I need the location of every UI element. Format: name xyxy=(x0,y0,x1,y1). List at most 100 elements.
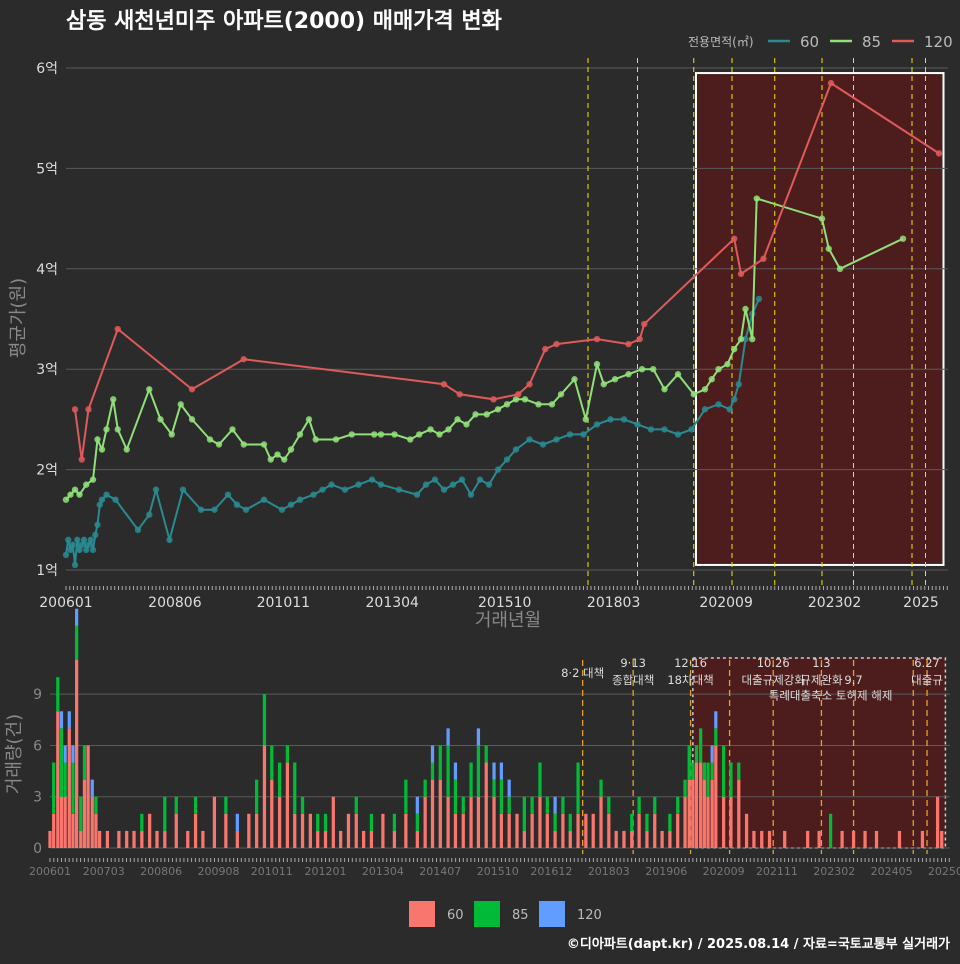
price-x-tick-label: 200806 xyxy=(148,595,202,611)
volume-bar-60 xyxy=(653,813,657,848)
price-panel: 1억 2억 3억 4억 5억 6억 200601 200806 201011 201304 2015… xyxy=(36,58,948,611)
volume-bar-85 xyxy=(545,796,549,814)
volume-x-tick-label: 201612 xyxy=(530,865,572,878)
volume-bar-85 xyxy=(285,745,290,763)
volume-bar-85 xyxy=(668,813,672,831)
policy-annotation: 9·13 xyxy=(620,656,646,670)
price-y-tick-label: 3억 xyxy=(36,362,58,378)
volume-bar-85 xyxy=(691,762,695,780)
price-point-120 xyxy=(440,381,448,388)
price-point-60 xyxy=(395,486,403,493)
price-point-60 xyxy=(67,546,74,554)
price-point-60 xyxy=(566,431,574,438)
volume-bar-85 xyxy=(687,745,691,780)
volume-bar-60 xyxy=(423,796,427,848)
volume-bar-85 xyxy=(461,796,465,814)
volume-bar-60 xyxy=(687,779,691,848)
volume-bar-85 xyxy=(676,796,680,814)
volume-bar-60 xyxy=(186,830,190,848)
price-point-120 xyxy=(114,325,121,333)
volume-bar-85 xyxy=(277,762,282,797)
volume-bar-60 xyxy=(262,745,267,848)
price-point-85 xyxy=(731,345,738,353)
volume-x-tick-label: 201803 xyxy=(588,865,630,878)
price-point-60 xyxy=(476,476,484,483)
volume-bar-85 xyxy=(737,762,741,780)
policy-annotation: 12·16 xyxy=(674,656,707,670)
price-point-60 xyxy=(647,426,655,433)
price-y-tick-label: 5억 xyxy=(36,161,58,177)
price-point-85 xyxy=(582,416,589,423)
price-point-85 xyxy=(521,396,529,403)
volume-bar-85 xyxy=(52,762,56,814)
price-point-60 xyxy=(539,441,547,448)
policy-annotation: 규제완화 xyxy=(800,673,843,687)
volume-bar-85 xyxy=(404,779,408,814)
volume-legend-swatch-85 xyxy=(474,901,500,927)
price-point-85 xyxy=(483,411,490,418)
volume-bar-120 xyxy=(499,762,504,780)
legend-label-120: 120 xyxy=(924,33,953,51)
volume-bar-60 xyxy=(710,779,714,848)
volume-bar-60 xyxy=(381,813,385,848)
volume-y-tick-label: 3 xyxy=(33,790,42,806)
volume-legend-swatch-120 xyxy=(539,901,565,927)
price-point-85 xyxy=(737,335,745,343)
volume-bar-60 xyxy=(576,813,580,848)
price-point-85 xyxy=(146,386,153,393)
price-point-85 xyxy=(512,396,520,403)
volume-bar-60 xyxy=(694,762,699,848)
volume-bar-60 xyxy=(935,796,940,848)
price-point-60 xyxy=(674,431,682,438)
volume-bar-60 xyxy=(97,830,102,848)
volume-bar-60 xyxy=(148,813,152,848)
policy-annotation: 18차대책 xyxy=(667,673,713,687)
volume-legend-label-60: 60 xyxy=(447,908,464,923)
volume-bar-60 xyxy=(438,779,442,848)
volume-bar-60 xyxy=(163,830,167,848)
volume-bar-60 xyxy=(484,762,488,848)
volume-bar-85 xyxy=(576,762,580,814)
price-point-60 xyxy=(328,481,335,488)
volume-bar-60 xyxy=(691,779,695,848)
price-point-60 xyxy=(287,501,295,508)
volume-bar-85 xyxy=(82,745,87,780)
volume-bar-85 xyxy=(721,745,726,797)
volume-bar-60 xyxy=(105,830,110,848)
price-point-120 xyxy=(542,345,549,353)
volume-bar-60 xyxy=(125,830,129,848)
price-point-120 xyxy=(456,391,463,398)
volume-bar-120 xyxy=(71,745,75,763)
volume-bar-60 xyxy=(52,813,56,848)
price-point-85 xyxy=(103,426,110,433)
price-point-60 xyxy=(233,501,241,508)
price-point-60 xyxy=(152,486,160,493)
price-point-60 xyxy=(503,456,511,463)
volume-bar-120 xyxy=(75,608,79,626)
volume-bar-60 xyxy=(721,796,726,848)
volume-bar-85 xyxy=(71,762,75,814)
price-point-60 xyxy=(278,506,286,513)
price-point-85 xyxy=(625,371,632,378)
price-point-60 xyxy=(179,486,187,493)
volume-bar-60 xyxy=(67,728,71,848)
volume-x-tick-label: 201011 xyxy=(251,865,293,878)
price-point-85 xyxy=(600,381,607,388)
price-point-60 xyxy=(634,421,641,428)
price-point-60 xyxy=(260,496,268,503)
volume-bar-120 xyxy=(553,796,557,814)
price-point-120 xyxy=(490,396,497,403)
price-point-85 xyxy=(638,365,646,373)
volume-bar-60 xyxy=(752,830,756,848)
volume-bar-60 xyxy=(660,830,664,848)
volume-bar-60 xyxy=(729,796,733,848)
price-point-85 xyxy=(548,401,556,408)
price-point-60 xyxy=(742,335,749,343)
price-point-60 xyxy=(96,501,103,508)
price-point-120 xyxy=(188,386,196,393)
volume-legend-label-85: 85 xyxy=(512,908,529,923)
price-point-85 xyxy=(206,436,214,443)
volume-x-tick-label: 202302 xyxy=(813,865,855,878)
volume-bar-60 xyxy=(140,830,144,848)
volume-bar-60 xyxy=(293,813,297,848)
